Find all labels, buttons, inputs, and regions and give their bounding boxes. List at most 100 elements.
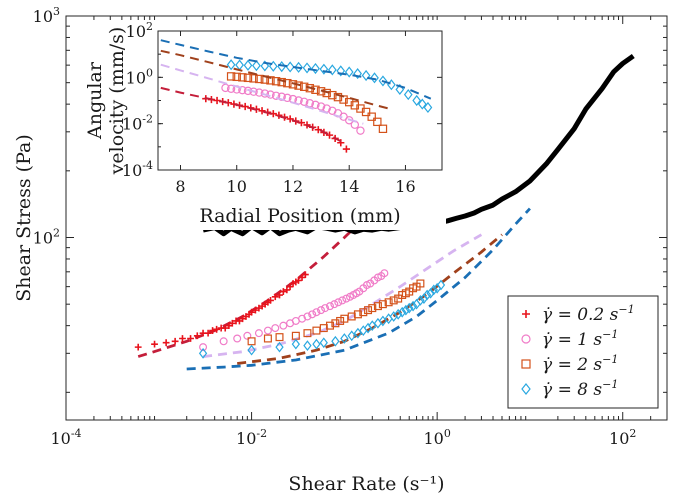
plus-marker <box>279 288 287 295</box>
plus-marker <box>162 339 170 347</box>
plus-marker <box>204 329 212 337</box>
diamond-marker <box>412 94 422 107</box>
circle-marker <box>279 321 288 330</box>
diamond-marker <box>247 344 256 356</box>
tick-exponent: 2 <box>146 20 153 33</box>
square-marker <box>378 124 388 134</box>
tick-exponent: 2 <box>629 427 636 440</box>
plus-marker <box>209 327 216 334</box>
tick-exponent: 3 <box>53 5 60 18</box>
circle-marker <box>271 324 280 333</box>
square-marker <box>389 296 398 305</box>
legend-box <box>507 295 659 409</box>
fit-line <box>160 39 432 100</box>
diamond-marker <box>394 308 403 320</box>
diamond-marker <box>353 68 363 80</box>
plus-marker <box>252 306 259 314</box>
plus-marker <box>286 115 294 123</box>
inset-x-axis-title: Radial Position (mm) <box>199 205 400 227</box>
circle-marker <box>263 326 272 335</box>
square-marker <box>353 310 362 319</box>
main-minor-ticks <box>66 16 668 420</box>
circle-marker <box>342 294 351 303</box>
square-marker <box>283 78 292 88</box>
inset-x-tick-label: 8 <box>175 177 185 196</box>
diamond-marker <box>243 59 253 71</box>
plus-marker <box>179 335 186 342</box>
x-axis-title: Shear Rate (s⁻¹) <box>288 473 444 495</box>
square-marker <box>247 337 256 346</box>
plus-marker <box>151 340 158 348</box>
diamond-marker <box>252 60 261 72</box>
square-marker <box>361 107 371 117</box>
inset-axes-box <box>157 30 443 171</box>
square-marker <box>325 321 334 330</box>
plus-series <box>134 271 309 351</box>
diamond-marker <box>429 284 438 296</box>
diamond-marker <box>398 306 407 318</box>
plus-marker <box>295 277 302 284</box>
tick-base: 10 <box>33 7 53 26</box>
square-marker <box>416 279 425 288</box>
legend-label: γ̇ = 2 s−1 <box>542 353 618 375</box>
diamond-marker <box>291 338 301 350</box>
circle-marker <box>260 89 270 98</box>
diamond-marker <box>521 383 531 395</box>
plus-marker <box>258 107 266 115</box>
diamond-marker <box>285 61 295 73</box>
square-marker <box>367 112 376 121</box>
inset-y-tick-label: 102 <box>126 20 153 41</box>
legend-label-exponent: −1 <box>602 328 618 341</box>
circle-marker <box>219 337 228 346</box>
tick-base: 10 <box>122 115 142 134</box>
diamond-marker <box>361 69 371 82</box>
diamond-marker <box>312 338 321 350</box>
tick-base: 10 <box>423 429 443 448</box>
inset-x-tick-label: 16 <box>395 177 415 196</box>
diamond-marker <box>403 89 413 101</box>
diamond-marker <box>319 63 329 75</box>
plus-marker <box>522 310 530 318</box>
circle-marker <box>321 304 330 313</box>
tick-base: 10 <box>50 429 70 448</box>
square-marker <box>364 306 373 315</box>
square-marker <box>232 72 241 82</box>
plus-marker <box>187 335 194 342</box>
circle-marker <box>316 306 325 315</box>
inset-x-tick-label: 10 <box>227 177 247 196</box>
legend-label: γ̇ = 0.2 s−1 <box>542 303 635 325</box>
plus-marker <box>301 271 309 279</box>
fit-line <box>202 233 483 358</box>
fit-line <box>160 49 389 110</box>
plus-marker <box>193 332 201 340</box>
diamond-marker <box>419 293 429 304</box>
inset-x-tick-label: 12 <box>283 177 303 196</box>
diamond-marker <box>340 333 349 344</box>
legend: γ̇ = 0.2 s−1γ̇ = 1 s−1γ̇ = 2 s−1γ̇ = 8 s… <box>507 295 659 409</box>
square-marker <box>368 304 377 313</box>
circle-marker <box>226 84 236 93</box>
circle-marker <box>311 100 320 110</box>
circle-marker <box>356 126 365 135</box>
plus-marker <box>276 291 283 299</box>
fit-line <box>186 207 531 371</box>
diamond-marker <box>275 341 284 353</box>
square-marker <box>303 329 312 338</box>
square-marker <box>243 73 253 83</box>
y-tick-label: 103 <box>33 5 60 26</box>
square-marker <box>311 85 320 94</box>
square-marker <box>226 72 236 81</box>
diamond-marker <box>311 62 320 75</box>
inset-y-tick-label: 10-4 <box>122 159 153 180</box>
diamond-marker <box>417 98 427 110</box>
diamond-marker <box>344 66 354 78</box>
diamond-marker <box>294 61 303 73</box>
diamond-marker <box>405 302 414 314</box>
diamond-marker <box>426 287 435 299</box>
plus-marker <box>213 325 221 333</box>
diamond-marker <box>378 75 388 87</box>
tick-base: 10 <box>122 161 142 180</box>
legend-label-main: γ̇ = 8 s <box>542 380 602 400</box>
diamond-marker <box>422 289 432 301</box>
